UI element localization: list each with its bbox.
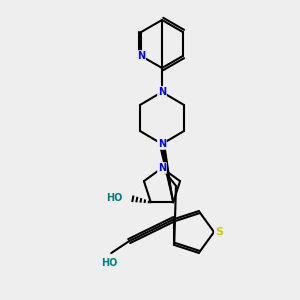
Text: N: N: [158, 87, 166, 97]
Polygon shape: [160, 143, 173, 203]
Text: N: N: [158, 163, 166, 173]
Text: HO: HO: [106, 194, 123, 203]
Text: N: N: [137, 51, 145, 61]
Text: HO: HO: [101, 258, 117, 268]
Text: S: S: [215, 227, 223, 237]
Text: N: N: [158, 139, 166, 149]
